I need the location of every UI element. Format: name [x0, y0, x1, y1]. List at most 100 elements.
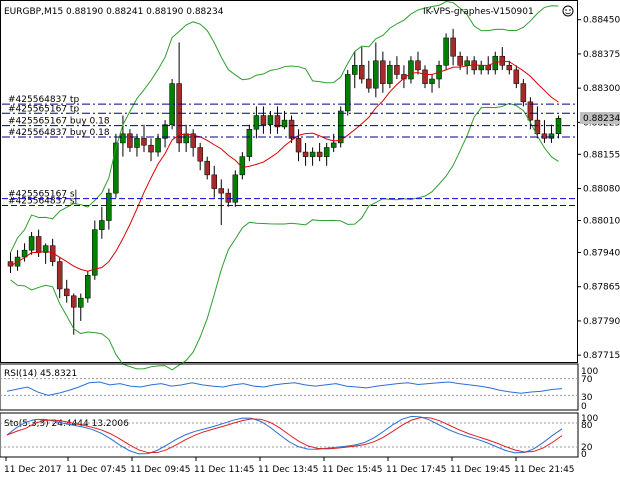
bear-candle: [534, 106, 541, 139]
candle-body: [134, 138, 140, 148]
candle-body: [344, 74, 351, 112]
stoch-signal-line: [6, 417, 563, 454]
candle-body: [478, 65, 484, 71]
rsi-tick: 0: [581, 402, 587, 412]
smiley-icon[interactable]: [562, 5, 574, 17]
candle-body: [450, 37, 456, 57]
bull-candle: [120, 115, 126, 157]
bear-candle: [288, 115, 295, 143]
bear-candle: [204, 156, 210, 180]
candle-body: [527, 101, 534, 121]
bull-candle: [344, 69, 351, 116]
bull-candle: [408, 56, 414, 84]
order-lines[interactable]: #425564837 tp#425565167 tp #425565167 buy…: [2, 95, 577, 206]
bull-candle: [352, 51, 358, 89]
current-price: 0.88234: [583, 114, 620, 124]
bear-candle: [7, 252, 14, 273]
stoch-tick: 80: [581, 421, 593, 431]
order-label: #425565167 buy 0.18: [8, 117, 110, 127]
stoch-main-line: [6, 415, 563, 455]
price-tick-label: 0.88010: [583, 217, 620, 227]
indicator-overlays: [10, 1, 559, 371]
bull-candle: [267, 110, 274, 134]
candle-body: [394, 65, 400, 75]
bull-candle: [281, 110, 288, 130]
candle-body: [302, 151, 309, 157]
candle-body: [330, 142, 337, 148]
candle-body: [513, 69, 520, 84]
candle-body: [225, 192, 232, 203]
price-tick-label: 0.88080: [583, 185, 620, 195]
candle-body: [548, 133, 555, 139]
rsi-panel[interactable]: RSI(14) 45.8321 100 70 30 0: [0, 363, 598, 412]
bear-candle: [506, 60, 513, 75]
price-tick-label: 0.87790: [583, 317, 620, 327]
candle-body: [42, 245, 49, 253]
bull-candle: [134, 133, 140, 157]
bull-candle: [429, 74, 435, 93]
bear-candle: [316, 142, 323, 162]
candle-body: [359, 65, 365, 80]
candle-body: [541, 133, 548, 139]
bull-candle: [478, 60, 484, 75]
bear-candle: [295, 129, 302, 162]
price-tick-label: 0.88450: [583, 16, 620, 26]
bear-candle: [148, 138, 154, 162]
bull-candle: [78, 293, 84, 321]
candle-body: [211, 174, 217, 189]
bear-candle: [513, 65, 520, 89]
ohlc-readout: 0.88190 0.88241 0.88190 0.88234: [66, 7, 224, 17]
candle-body: [92, 229, 98, 276]
bear-candle: [56, 257, 63, 299]
bear-candle: [274, 106, 281, 134]
current-price-tag: 0.88234: [580, 112, 620, 124]
bull-candle: [443, 33, 449, 70]
bull-candle: [21, 243, 28, 262]
candle-body: [485, 65, 491, 71]
bear-candle: [520, 79, 527, 107]
candle-body: [113, 142, 119, 194]
candle-body: [506, 65, 513, 71]
stochastic-panel[interactable]: Sto(5,3,3) 24.4444 13.2006 100 80 20 0: [0, 412, 598, 460]
candle-body: [387, 65, 393, 84]
order-label: #425564837 sl: [8, 196, 77, 206]
bear-candle: [394, 56, 400, 80]
rsi-tick: 30: [581, 393, 593, 403]
candle-body: [464, 60, 470, 66]
rsi-label: RSI(14) 45.8321: [4, 369, 77, 379]
price-axis[interactable]: 0.884500.883750.883000.882250.881550.880…: [577, 16, 620, 361]
expert-advisor-label: IK-VPS-graphes-V150901: [423, 7, 534, 17]
candle-body: [323, 147, 330, 157]
bull-candle: [162, 120, 168, 148]
lower-band: [10, 102, 559, 371]
candle-body: [141, 138, 147, 146]
candle-body: [253, 115, 260, 130]
bull-candle: [555, 115, 562, 139]
bull-candle: [246, 124, 253, 162]
time-tick-label: 11 Dec 13:45: [258, 465, 319, 475]
candle-body: [380, 60, 386, 84]
candle-body: [127, 133, 133, 148]
bear-candle: [366, 60, 372, 93]
time-tick-label: 11 Dec 15:45: [322, 465, 383, 475]
order-label: #425565167 sl: [8, 190, 77, 200]
price-tick-label: 0.88375: [583, 50, 620, 60]
candle-body: [520, 83, 527, 103]
candle-body: [534, 119, 541, 135]
price-panel[interactable]: [0, 0, 578, 363]
price-tick-label: 0.87715: [583, 351, 620, 361]
time-tick-label: 11 Dec 09:45: [130, 465, 191, 475]
bear-candle: [302, 142, 309, 166]
bull-candle: [387, 60, 393, 89]
bear-candle: [63, 279, 70, 303]
candle-body: [120, 133, 126, 144]
candle-body: [415, 60, 421, 71]
bull-candle: [309, 147, 316, 166]
bull-candle: [436, 60, 442, 89]
candle-body: [422, 69, 428, 84]
candle-body: [281, 119, 288, 128]
bull-candle: [337, 106, 344, 148]
bull-candle: [155, 133, 161, 157]
time-axis[interactable]: 11 Dec 2017 11 Dec 07:45 11 Dec 09:45 11 De…: [4, 457, 575, 475]
